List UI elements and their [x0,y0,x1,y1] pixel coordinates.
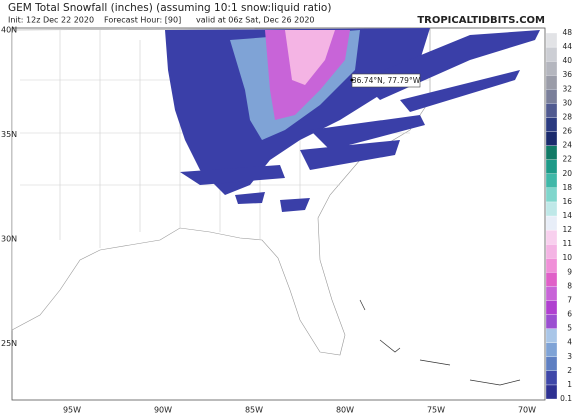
colorbar-segment [545,314,558,329]
snow-area [285,30,335,85]
colorbar-segment [545,145,558,160]
colorbar-segment [545,187,558,203]
colorbar-segment [545,229,558,245]
colorbar-label: 36 [562,70,572,79]
colorbar-label: 9 [567,267,572,276]
colorbar-segment [545,89,558,104]
init-time: Init: 12z Dec 22 2020 [8,16,94,25]
colorbar-label: 16 [562,197,572,206]
colorbar-segment [545,103,558,118]
colorbar-label: 28 [562,112,572,121]
colorbar-label: 22 [562,155,572,164]
colorbar-segment [545,370,558,386]
colorbar-segment [545,356,558,371]
colorbar-label: 3 [567,352,572,361]
lon-label: 85W [245,406,263,415]
snow-band [180,30,540,212]
colorbar-segment [545,61,558,76]
colorbar-segment [545,384,558,400]
title: GEM Total Snowfall (inches) (assuming 10… [8,2,331,14]
colorbar-label: 8 [567,281,572,290]
colorbar-segment [545,32,558,48]
colorbar-label: 40 [562,56,572,65]
colorbar-segment [545,272,558,287]
colorbar-label: 14 [562,211,572,220]
lon-label: 75W [427,406,445,415]
colorbar-label: 7 [567,295,572,304]
colorbar-label: 2 [567,366,572,375]
colorbar-segment [545,201,558,217]
colorbar-label: 24 [562,141,572,150]
colorbar-label: 4 [567,338,572,347]
colorbar-label: 1 [567,380,572,389]
lon-label: 80W [336,406,354,415]
colorbar-segment [545,75,558,90]
colorbar-segment [545,258,558,273]
watermark: TROPICALTIDBITS.COM [417,15,545,26]
colorbar-segment [545,173,558,188]
colorbar-label: 0.1 [560,394,572,403]
colorbar: 0.11234567891011121416182022242628303236… [545,28,572,403]
lat-label: 35N [1,130,17,139]
colorbar-segment [545,286,558,301]
colorbar-label: 26 [562,127,572,136]
colorbar-label: 20 [562,169,572,178]
axis-labels: 40N 35N 30N 25N 95W 90W 85W 80W 75W 70W [1,26,536,415]
lat-label: 30N [1,235,17,244]
colorbar-segment [545,342,558,357]
islands [359,299,521,386]
colorbar-segment [545,131,558,146]
lat-label: 40N [1,26,17,35]
annotation: 36.74°N, 77.79°W [352,76,421,85]
colorbar-label: 32 [562,84,572,93]
colorbar-label: 10 [562,253,572,262]
colorbar-segment [545,244,558,259]
forecast-hour: Forecast Hour: [90] [104,16,181,25]
lon-label: 95W [63,406,81,415]
lon-label: 90W [154,406,172,415]
colorbar-label: 5 [567,324,572,333]
colorbar-label: 30 [562,98,572,107]
colorbar-segment [545,328,558,343]
colorbar-label: 6 [567,310,572,319]
colorbar-segment [545,215,558,231]
colorbar-label: 11 [562,239,572,248]
colorbar-label: 44 [562,42,572,51]
colorbar-label: 12 [562,225,572,234]
annotation-point [350,78,354,82]
colorbar-segment [545,117,558,132]
valid-time: valid at 06z Sat, Dec 26 2020 [196,16,315,25]
colorbar-label: 48 [562,28,572,37]
lat-label: 25N [1,339,17,348]
lon-label: 70W [518,406,536,415]
colorbar-segment [545,300,558,315]
colorbar-segment [545,46,558,62]
colorbar-label: 18 [562,183,572,192]
map-frame: 36.74°N, 77.79°W [11,27,546,401]
colorbar-segment [545,159,558,174]
